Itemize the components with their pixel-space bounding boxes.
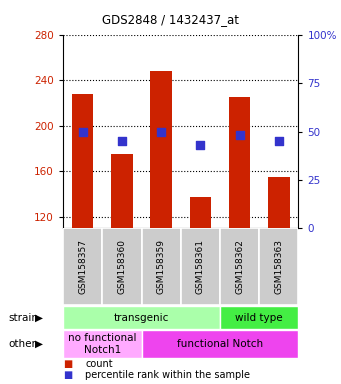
Bar [220,306,298,329]
Text: GSM158357: GSM158357 [78,239,87,295]
Bar [63,330,142,358]
Text: percentile rank within the sample: percentile rank within the sample [85,370,250,380]
Text: count: count [85,359,113,369]
Bar [142,228,181,305]
Point [276,138,282,144]
Bar [229,97,250,228]
Point [119,138,125,144]
Bar [63,228,102,305]
Bar [220,228,259,305]
Text: ▶: ▶ [35,339,43,349]
Point [158,129,164,135]
Bar [102,228,142,305]
Text: GSM158363: GSM158363 [274,239,283,295]
Bar [150,71,172,228]
Bar [268,177,290,228]
Text: other: other [9,339,36,349]
Text: GSM158360: GSM158360 [117,239,127,295]
Bar [63,306,220,329]
Text: transgenic: transgenic [114,313,169,323]
Bar [111,154,133,228]
Text: strain: strain [9,313,39,323]
Text: GSM158362: GSM158362 [235,240,244,294]
Bar [181,228,220,305]
Text: GSM158361: GSM158361 [196,239,205,295]
Point [197,142,203,148]
Bar [142,330,298,358]
Text: ▶: ▶ [35,313,43,323]
Text: no functional
Notch1: no functional Notch1 [68,333,136,355]
Text: ■: ■ [63,370,72,380]
Text: functional Notch: functional Notch [177,339,263,349]
Text: GSM158359: GSM158359 [157,239,166,295]
Text: GDS2848 / 1432437_at: GDS2848 / 1432437_at [102,13,239,26]
Bar [190,197,211,228]
Bar [259,228,298,305]
Point [237,132,242,139]
Point [80,129,85,135]
Text: ■: ■ [63,359,72,369]
Text: wild type: wild type [235,313,283,323]
Bar [72,94,93,228]
